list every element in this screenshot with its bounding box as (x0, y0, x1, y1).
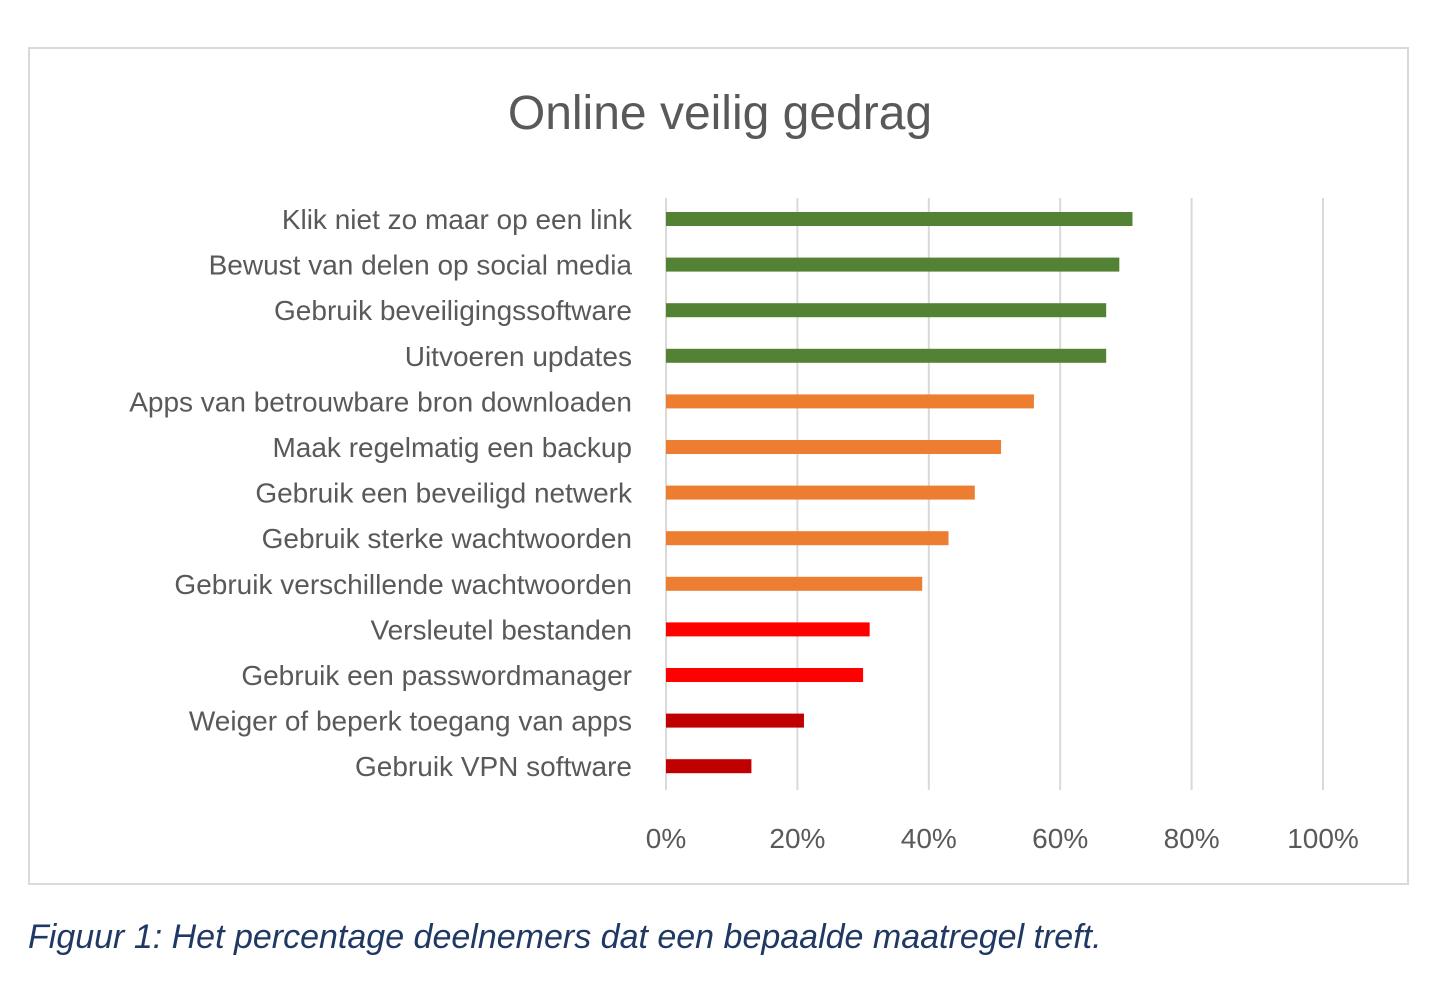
category-label: Gebruik VPN software (355, 751, 632, 782)
bar (666, 576, 923, 591)
bar (666, 485, 975, 500)
bar (666, 303, 1107, 318)
x-tick-label: 80% (1164, 823, 1220, 854)
x-tick-label: 40% (901, 823, 957, 854)
chart-title: Online veilig gedrag (507, 87, 933, 140)
x-tick-label: 0% (646, 823, 686, 854)
category-label: Gebruik een passwordmanager (241, 660, 632, 691)
category-label: Gebruik sterke wachtwoorden (262, 523, 632, 554)
x-tick-label: 100% (1287, 823, 1359, 854)
category-label: Maak regelmatig een backup (272, 432, 632, 463)
bar (666, 394, 1034, 409)
bar (666, 257, 1120, 272)
x-tick-label: 20% (769, 823, 825, 854)
bar (666, 531, 949, 546)
bar (666, 622, 870, 637)
category-label: Apps van betrouwbare bron downloaden (129, 386, 632, 417)
category-label: Bewust van delen op social media (209, 250, 633, 281)
category-label: Gebruik beveiligingssoftware (274, 295, 632, 326)
x-tick-label: 60% (1032, 823, 1088, 854)
bar (666, 440, 1002, 454)
figure-caption: Figuur 1: Het percentage deelnemers dat … (28, 918, 1102, 956)
category-label: Gebruik verschillende wachtwoorden (174, 569, 632, 600)
bar (666, 348, 1107, 363)
category-label: Klik niet zo maar op een link (282, 204, 633, 235)
bar (666, 713, 804, 728)
category-label: Uitvoeren updates (405, 341, 632, 372)
category-label: Versleutel bestanden (370, 614, 632, 645)
category-label: Weiger of beperk toegang van apps (189, 706, 632, 737)
bar (666, 668, 864, 682)
chart-frame (28, 47, 1409, 885)
bar (666, 212, 1133, 226)
category-label: Gebruik een beveiligd netwerk (255, 478, 633, 509)
bar (666, 759, 752, 774)
